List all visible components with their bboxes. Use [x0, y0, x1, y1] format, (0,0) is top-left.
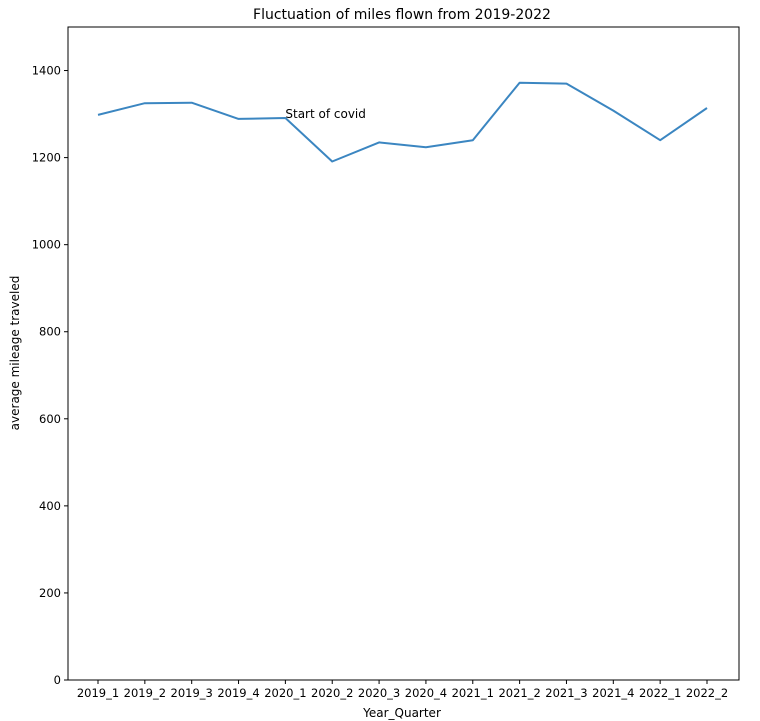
data-point [238, 118, 240, 120]
series-line [97, 81, 708, 163]
data-point [519, 82, 521, 84]
y-tick-label: 400 [39, 499, 61, 513]
x-tick-label: 2020_1 [264, 686, 306, 700]
y-axis: 0 200 400 600 800 1000 1200 1400 [32, 64, 68, 687]
y-tick-label: 1400 [32, 64, 61, 78]
chart-title: Fluctuation of miles flown from 2019-202… [253, 7, 551, 23]
x-tick-label: 2022_2 [686, 686, 728, 700]
data-point [472, 139, 474, 141]
x-tick-label: 2019_3 [171, 686, 213, 700]
y-tick-label: 200 [39, 586, 61, 600]
data-point [97, 114, 99, 116]
y-tick-label: 1200 [32, 151, 61, 165]
data-point [378, 141, 380, 143]
data-point [191, 102, 193, 104]
y-tick-label: 800 [39, 325, 61, 339]
x-axis-label: Year_Quarter [362, 706, 441, 720]
data-point [612, 110, 614, 112]
data-point [659, 139, 661, 141]
data-point [331, 161, 333, 163]
x-tick-label: 2021_1 [452, 686, 494, 700]
data-point [144, 102, 146, 104]
annotation-layer: Start of covid [285, 107, 366, 121]
x-tick-label: 2022_1 [639, 686, 681, 700]
data-point [425, 146, 427, 148]
x-tick-label: 2019_4 [217, 686, 259, 700]
x-axis: 2019_1 2019_2 2019_3 2019_4 2020_1 2020_2 2020… [77, 680, 728, 700]
x-tick-label: 2020_3 [358, 686, 400, 700]
y-tick-label: 0 [54, 673, 61, 687]
plot-area [67, 26, 740, 681]
x-tick-label: 2019_2 [124, 686, 166, 700]
x-tick-label: 2019_1 [77, 686, 119, 700]
x-tick-label: 2020_4 [405, 686, 447, 700]
x-tick-label: 2020_2 [311, 686, 353, 700]
x-tick-label: 2021_2 [498, 686, 540, 700]
y-tick-label: 600 [39, 412, 61, 426]
series-layer [97, 81, 708, 163]
x-tick-label: 2021_4 [592, 686, 634, 700]
y-axis-label: average mileage traveled [8, 276, 22, 431]
x-tick-label: 2021_3 [545, 686, 587, 700]
y-tick-label: 1000 [32, 238, 61, 252]
data-point [706, 107, 708, 109]
data-point [565, 83, 567, 85]
annotation-label: Start of covid [285, 107, 366, 121]
